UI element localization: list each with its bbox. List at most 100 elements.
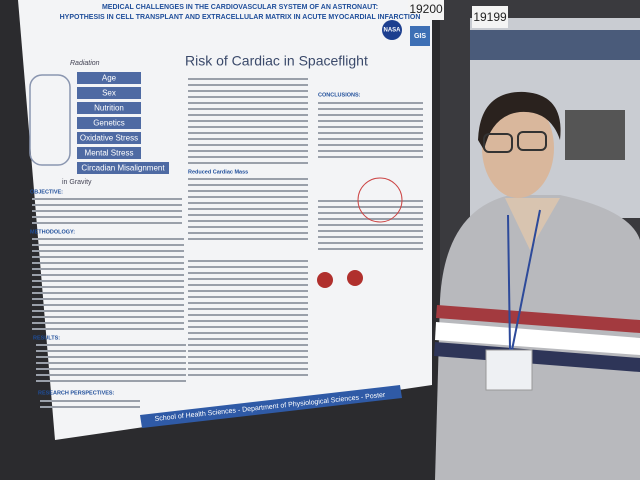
text-line [188,184,308,186]
text-line [32,274,184,276]
text-line [32,216,182,218]
text-line [188,214,308,216]
text-line [32,328,184,330]
number-tag [408,0,444,20]
sweater-stripe [435,322,640,355]
text-line [32,198,182,200]
text-line [32,210,182,212]
text-line [188,232,308,234]
text-line [188,238,308,240]
text-line [40,400,140,402]
footer-band [140,385,402,428]
neighbor-header [470,30,640,60]
text-line [188,162,308,164]
text-line [188,226,308,228]
text-line [188,84,308,86]
poster-number: 19200 [409,2,443,16]
text-line [188,132,308,134]
text-line [188,156,308,158]
text-line [188,108,308,110]
poster-title: MEDICAL CHALLENGES IN THE CARDIOVASCULAR… [102,4,378,11]
section-heading: RESULTS: [33,335,60,341]
heart-figure [317,272,333,288]
text-line [318,224,423,226]
text-line [188,260,308,262]
heart-figure [347,270,363,286]
text-line [188,284,308,286]
text-line [188,190,308,192]
neighbor-figure [565,110,625,160]
text-line [318,108,423,110]
text-line [188,290,308,292]
text-line [36,368,186,370]
poster-heading: Risk of Cardiac in Spaceflight [185,53,368,69]
text-line [32,310,184,312]
text-line [318,150,423,152]
text-line [188,350,308,352]
text-line [36,362,186,364]
text-line [188,308,308,310]
hair [478,91,561,150]
text-line [32,256,184,258]
text-line [188,120,308,122]
text-line [188,356,308,358]
text-line [32,298,184,300]
text-line [188,368,308,370]
astronaut-icon [29,74,71,166]
text-line [188,362,308,364]
text-line [188,314,308,316]
text-line [188,96,308,98]
glasses [483,133,513,153]
logo-text: NASA [383,28,401,34]
text-line [36,344,186,346]
text-line [188,208,308,210]
badge [485,349,533,391]
text-line [188,114,308,116]
text-line [318,156,423,158]
text-line [36,356,186,358]
logo [410,26,430,46]
text-line [32,286,184,288]
text-line [32,244,184,246]
text-line [36,380,186,382]
risk-factor: Oxidative Stress [80,134,138,143]
text-line [32,316,184,318]
text-line [188,150,308,152]
risk-factor: Sex [102,89,116,98]
text-line [318,138,423,140]
text-line [318,120,423,122]
text-line [188,278,308,280]
text-line [318,132,423,134]
text-line [188,90,308,92]
text-line [318,126,423,128]
text-line [188,338,308,340]
text-line [188,202,308,204]
poster-title: HYPOTHESIS IN CELL TRANSPLANT AND EXTRAC… [60,14,421,21]
text-line [32,238,184,240]
text-line [318,212,423,214]
diagram-figure [357,177,403,223]
text-line [32,250,184,252]
text-line [36,374,186,376]
text-line [188,138,308,140]
text-line [318,102,423,104]
risk-factor: Circadian Misalignment [81,164,165,173]
text-line [188,196,308,198]
risk-factor-box [77,87,141,99]
text-line [188,302,308,304]
text-line [32,304,184,306]
text-line [32,262,184,264]
gravity-label: in Gravity [62,179,92,186]
text-line [188,374,308,376]
risk-factor-box [77,132,141,144]
risk-factor-box [77,147,141,159]
text-line [318,218,423,220]
sweater-stripe [436,305,640,333]
text-line [32,222,182,224]
text-line [36,350,186,352]
text-line [32,268,184,270]
text-line [32,292,184,294]
text-line [188,326,308,328]
text-line [318,114,423,116]
